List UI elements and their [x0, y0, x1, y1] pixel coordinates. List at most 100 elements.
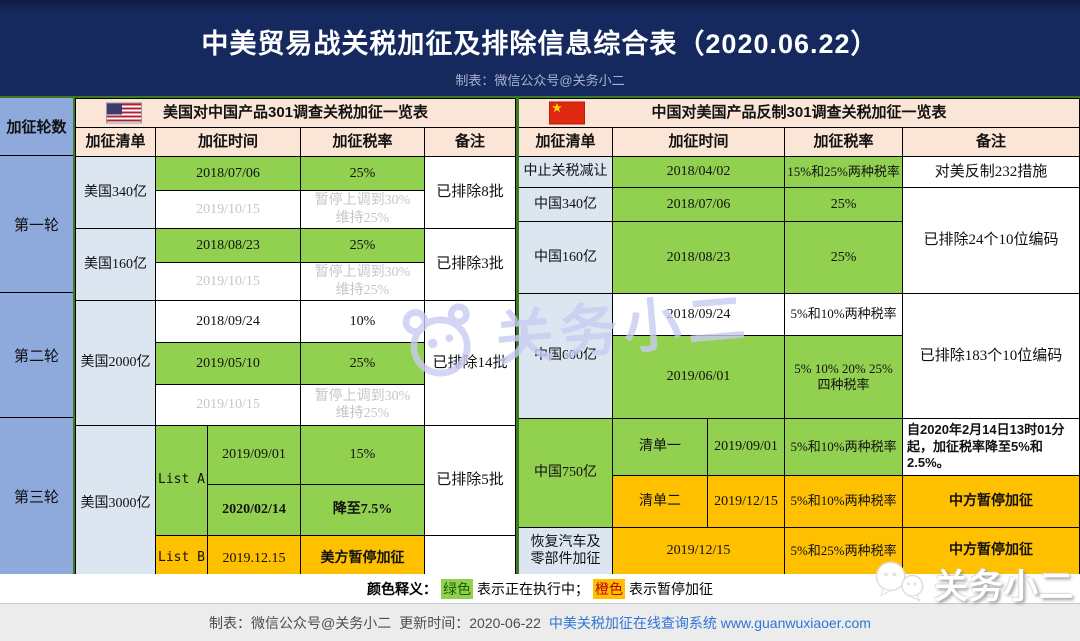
footer-link[interactable]: 中美关税加征在线查询系统 www.guanwuxiaoer.com [548, 614, 871, 631]
us-r8-list: 美国3000亿 [75, 425, 156, 582]
us-r5-list: 美国2000亿 [75, 300, 156, 426]
cn-r8-list: 恢复汽车及 零部件加征 [517, 527, 614, 575]
us-r6-rate: 25% [300, 342, 425, 385]
cn-r1-date: 2018/04/02 [612, 156, 786, 188]
us-r3-date: 2018/08/23 [155, 228, 301, 263]
cn-r8-date: 2019/12/15 [612, 527, 786, 575]
table-row: 中国600亿 2018/09/24 5%和10%两种税率 已排除183个10位编… [517, 293, 1080, 419]
cn-r5-date: 2019/06/01 [612, 335, 786, 419]
us-flag-icon [106, 102, 142, 124]
us-r3-rate: 25% [300, 228, 425, 263]
legend-green-chip: 绿色 [441, 578, 473, 599]
table-row: 2019/06/01 5% 10% 20% 25% 四种税率 [518, 335, 1080, 419]
us-r6-date: 2019/05/10 [155, 342, 301, 385]
cn-r2-date: 2018/07/06 [612, 187, 786, 222]
cn-r7-date: 2019/12/15 [707, 475, 786, 528]
cn-r2-list: 中国340亿 [517, 187, 614, 222]
cn-r3-rate: 25% [784, 221, 904, 294]
page-title: 中美贸易战关税加征及排除信息综合表（2020.06.22） [201, 29, 879, 59]
us-tariff-table: 美国对中国产品301调查关税加征一览表 加征清单 加征时间 加征税率 备注 美国… [74, 98, 517, 582]
round-column-header: 加征轮数 [0, 98, 73, 156]
color-legend: 颜色释义： 绿色 表示正在执行中； 橙色 表示暂停加征 [0, 574, 1080, 603]
cn-r7-note: 中方暂停加征 [902, 475, 1080, 528]
table-row: 中国160亿 2018/08/23 25% [517, 221, 1080, 294]
cn-r8-rate: 5%和25%两种税率 [784, 527, 904, 575]
cn-col-list: 加征清单 [517, 127, 614, 157]
footer-made-by: 制表：微信公众号@关务小二 [209, 614, 392, 631]
cn-r1-list: 中止关税减让 [517, 156, 614, 188]
cn-r6-rate: 5%和10%两种税率 [784, 418, 904, 476]
us-col-note: 备注 [423, 127, 517, 157]
footer-bar: 制表：微信公众号@关务小二 更新时间：2020-06-22 中美关税加征在线查询… [0, 603, 1080, 641]
us-r5-note: 已排除14批 [423, 300, 517, 426]
table-row: 美国160亿 2018/08/23 25% 已排除3批 [75, 228, 517, 301]
table-row: 2020/02/14 降至7.5% [76, 484, 516, 536]
legend-label: 颜色释义： [367, 580, 437, 597]
cn-list2-label: 清单二 [612, 475, 709, 528]
us-col-rate: 加征税率 [300, 127, 425, 157]
header-subtitle: 制表：微信公众号@关务小二 [455, 73, 625, 88]
table-row: 中止关税减让 2018/04/02 15%和25%两种税率 对美反制232措施 [517, 156, 1080, 188]
table-row: 2019/10/15 暂停上调到30% 维持25% [76, 190, 516, 229]
tariff-table: 加征轮数 第一轮 第二轮 第三轮 美国对中国产品301调查关税加征一览表 加征清… [0, 98, 1080, 582]
us-r2-date: 2019/10/15 [155, 190, 301, 229]
us-table-title: 美国对中国产品301调查关税加征一览表 [163, 103, 429, 121]
table-row: 2019/05/10 25% [76, 342, 516, 385]
table-row: 清单二 2019/12/15 5%和10%两种税率 中方暂停加征 [518, 475, 1080, 528]
cn-col-rate: 加征税率 [784, 127, 904, 157]
cn-r1-rate: 15%和25%两种税率 [784, 156, 904, 188]
cn-r4-list: 中国600亿 [517, 293, 614, 419]
china-flag-icon [549, 101, 586, 125]
cn-col-date: 加征时间 [612, 127, 786, 157]
cn-r3-date: 2018/08/23 [612, 221, 786, 294]
table-row: 恢复汽车及 零部件加征 2019/12/15 5%和25%两种税率 中方暂停加征 [517, 527, 1080, 575]
us-col-list: 加征清单 [75, 127, 156, 157]
table-row: 加征清单 加征时间 加征税率 备注 [75, 127, 517, 157]
us-list-a-label: List A [155, 425, 208, 536]
us-r8-date: 2019/09/01 [207, 425, 301, 485]
footer-updated: 更新时间：2020-06-22 [399, 614, 541, 631]
table-row: 美国340亿 2018/07/06 25% 已排除8批 [75, 156, 517, 229]
us-r1-note: 已排除8批 [423, 156, 517, 229]
us-r9-date: 2020/02/14 [207, 484, 301, 536]
table-row: 美国3000亿 List A 2019/09/01 15% 已排除5批 [75, 425, 517, 582]
cn-tariff-table: 中国对美国产品反制301调查关税加征一览表 加征清单 加征时间 加征税率 备注 … [516, 98, 1080, 575]
cn-r6-list: 中国750亿 [517, 418, 614, 528]
us-r4-rate: 暂停上调到30% 维持25% [300, 262, 425, 301]
table-row: 中国对美国产品反制301调查关税加征一览表 [517, 98, 1080, 128]
us-table-title-cell: 美国对中国产品301调查关税加征一览表 [74, 98, 517, 128]
legend-orange-desc: 表示暂停加征 [629, 580, 713, 597]
us-r2-rate: 暂停上调到30% 维持25% [300, 190, 425, 229]
table-row: 美国对中国产品301调查关税加征一览表 [74, 98, 517, 128]
us-col-date: 加征时间 [155, 127, 301, 157]
table-row: 2019/10/15 暂停上调到30% 维持25% [76, 384, 516, 426]
us-r7-rate: 暂停上调到30% 维持25% [300, 384, 425, 426]
us-r1-date: 2018/07/06 [155, 156, 301, 191]
round-2-cell: 第二轮 [0, 293, 73, 418]
cn-r4-date: 2018/09/24 [612, 293, 786, 336]
cn-r1-note: 对美反制232措施 [902, 156, 1080, 188]
us-r3-note: 已排除3批 [423, 228, 517, 301]
us-r8-rate: 15% [300, 425, 425, 485]
cn-list1-label: 清单一 [612, 418, 709, 476]
table-row: 2019/10/15 暂停上调到30% 维持25% [76, 262, 516, 301]
round-column: 加征轮数 第一轮 第二轮 第三轮 [0, 98, 75, 574]
table-row: 加征清单 加征时间 加征税率 备注 [517, 127, 1080, 157]
us-r1-list: 美国340亿 [75, 156, 156, 229]
legend-green-desc: 表示正在执行中； [477, 580, 589, 597]
cn-r4-rate: 5%和10%两种税率 [784, 293, 904, 336]
round-3-cell: 第三轮 [0, 418, 73, 574]
us-r5-rate: 10% [300, 300, 425, 343]
us-r3-list: 美国160亿 [75, 228, 156, 301]
table-row: 中国750亿 清单一 2019/09/01 5%和10%两种税率 自2020年2… [517, 418, 1080, 528]
us-r4-date: 2019/10/15 [155, 262, 301, 301]
cn-r3-list: 中国160亿 [517, 221, 614, 294]
cn-r7-rate: 5%和10%两种税率 [784, 475, 904, 528]
table-top-border [0, 96, 1080, 98]
cn-r6-date: 2019/09/01 [707, 418, 786, 476]
us-r1-rate: 25% [300, 156, 425, 191]
cn-r8-note: 中方暂停加征 [902, 527, 1080, 575]
us-r5-date: 2018/09/24 [155, 300, 301, 343]
cn-r5-rate: 5% 10% 20% 25% 四种税率 [784, 335, 904, 419]
